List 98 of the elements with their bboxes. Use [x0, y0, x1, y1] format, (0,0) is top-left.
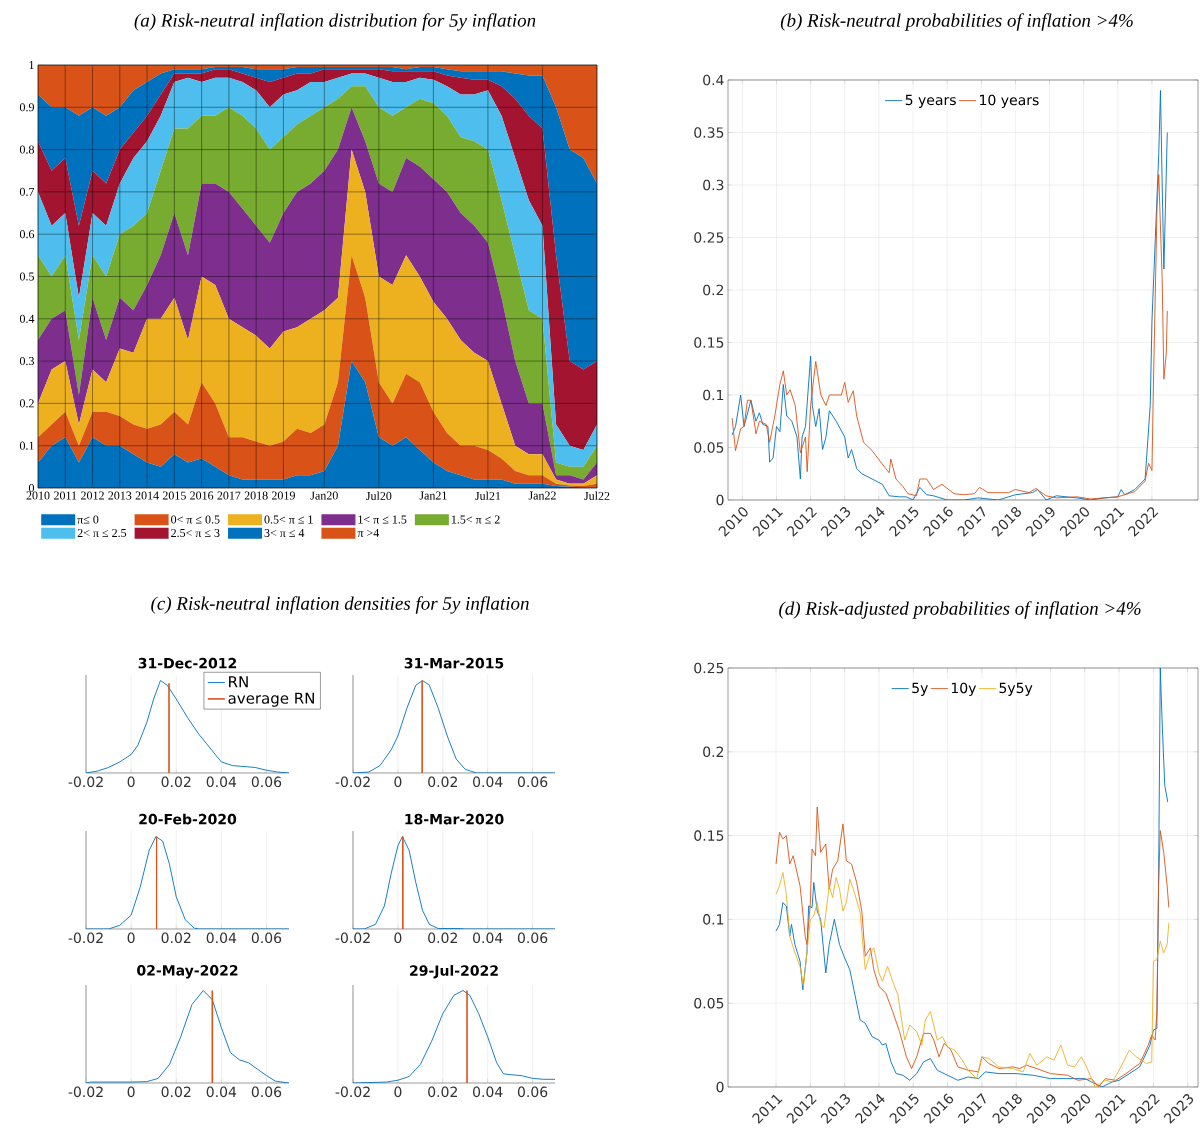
chart-title: 29-Jul-2022: [410, 965, 498, 979]
x-tick-label: Jan22: [528, 491, 556, 500]
legend-label: 5y: [912, 682, 928, 696]
x-tick-label: 0: [127, 932, 135, 944]
x-tick-label: 0: [127, 776, 135, 788]
y-tick-label: 0.2: [19, 399, 34, 408]
x-tick-label: 2011: [54, 491, 77, 500]
x-tick-label: 0.02: [428, 1086, 457, 1098]
y-tick-label: 0.3: [19, 357, 34, 366]
legend-label: 0.5< π ≤ 1: [264, 515, 313, 524]
legend-label: 5 years: [905, 94, 956, 108]
legend-label: 3< π ≤ 4: [264, 528, 305, 537]
x-tick-label: 0.04: [206, 1086, 237, 1098]
y-tick-label: 0.2: [703, 284, 724, 296]
chart-subtitle: 31-Dec-2012: [138, 657, 237, 669]
y-tick-label: 0.1: [19, 441, 34, 450]
x-tick-label: 0.02: [161, 776, 191, 788]
x-tick-label: -0.02: [335, 932, 370, 944]
x-tick-label: -0.02: [68, 776, 103, 788]
y-tick-label: 0.1: [703, 389, 724, 401]
y-tick-label: 0.05: [694, 997, 724, 1009]
y-tick-label: 0.2: [703, 746, 724, 758]
legend-label: average RN: [228, 692, 314, 707]
legend-label: 1< π ≤ 1.5: [358, 515, 407, 524]
x-tick-label: 0.06: [251, 776, 282, 788]
x-tick-label: 0.04: [473, 1086, 503, 1098]
x-tick-label: 2017: [217, 491, 241, 500]
x-tick-label: 0.04: [206, 932, 237, 944]
x-tick-label: Jan21: [419, 491, 447, 500]
chart-title: 20-Feb-2020: [139, 813, 237, 825]
x-tick-label: 0.04: [206, 776, 237, 788]
x-tick-label: Jul21: [475, 491, 501, 500]
x-tick-label: 2012: [81, 491, 104, 500]
line-series: [775, 872, 1170, 1087]
y-tick-label: 0.35: [694, 127, 724, 138]
x-tick-label: 0.06: [251, 932, 282, 944]
x-tick-label: 0.02: [161, 1086, 191, 1098]
chart-title: (d) Risk-adjusted probabilities of inflation >4%: [779, 601, 1141, 619]
legend-label: 5y5y: [999, 682, 1033, 696]
x-tick-label: 0: [394, 776, 402, 788]
chart-title: 18-Mar-2020: [405, 813, 504, 825]
legend-label: 2.5< π ≤ 3: [171, 528, 220, 538]
x-tick-label: 0.04: [473, 776, 503, 788]
legend-label: 0< π ≤ 0.5: [171, 515, 220, 524]
legend-label: 10 years: [980, 94, 1039, 108]
y-tick-label: 0.7: [19, 187, 35, 196]
x-tick-label: 2016: [190, 491, 214, 500]
y-tick-label: 0.5: [19, 272, 34, 281]
x-tick-label: 2018: [244, 491, 268, 500]
chart-title: 02-May-2022: [137, 965, 238, 979]
x-tick-label: 0.02: [428, 776, 457, 788]
x-tick-label: 0.06: [517, 1086, 548, 1098]
y-tick-label: 0.4: [19, 314, 35, 323]
legend-label: 10y: [951, 682, 977, 696]
x-tick-label: 0.02: [161, 932, 191, 944]
legend-label: 2< π ≤ 2.5: [77, 528, 127, 538]
chart-title: (a) Risk-neutral inflation distribution for 5y inflation: [134, 13, 536, 31]
y-tick-label: 0.25: [694, 232, 724, 243]
y-tick-label: 0.6: [19, 230, 35, 239]
y-tick-label: 0.4: [703, 74, 724, 86]
x-tick-label: 2014: [135, 491, 159, 500]
x-tick-label: 0.06: [251, 1086, 282, 1098]
y-tick-label: 0.8: [19, 145, 34, 154]
x-tick-label: 2019: [271, 491, 295, 500]
x-tick-label: 0: [394, 1086, 402, 1098]
chart-title: (b) Risk-neutral probabilities of inflation >4%: [780, 13, 1133, 31]
x-tick-label: -0.02: [68, 932, 103, 944]
x-tick-label: 2010: [26, 491, 50, 500]
legend-label: RN: [229, 676, 248, 688]
text: (c) Risk-neutral inflation densities for 5y inflation: [151, 596, 529, 614]
x-tick-label: 0: [394, 932, 402, 944]
x-tick-label: -0.02: [335, 1086, 370, 1098]
x-tick-label: 2013: [108, 491, 132, 500]
y-tick-label: 0.25: [694, 662, 724, 674]
legend-label: π≤ 0: [77, 515, 99, 524]
x-tick-label: -0.02: [68, 1086, 103, 1098]
x-tick-label: 0: [127, 1086, 135, 1098]
y-tick-label: 0.15: [694, 830, 724, 841]
y-tick-label: 0.9: [19, 103, 34, 112]
y-tick-label: 0.15: [694, 337, 724, 348]
y-tick-label: 0.05: [694, 442, 724, 453]
x-tick-label: 2015: [162, 491, 186, 500]
y-tick-label: 0.3: [703, 179, 724, 191]
line-series: [731, 90, 1168, 500]
legend-label: 1.5< π ≤ 2: [451, 515, 500, 524]
x-tick-label: 0.04: [473, 932, 503, 944]
legend-label: π >4: [357, 528, 380, 537]
y-tick-label: 0.1: [703, 914, 724, 925]
x-tick-label: Jan20: [310, 491, 338, 500]
y-tick-label: 1: [29, 61, 34, 69]
x-tick-label: -0.02: [335, 776, 370, 788]
line-series: [775, 806, 1170, 1087]
chart-title: 31-Mar-2015: [404, 657, 504, 669]
x-tick-label: 0.02: [428, 932, 457, 944]
x-tick-label: 0.06: [517, 932, 548, 944]
x-tick-label: 0.06: [517, 776, 548, 788]
x-tick-label: Jul22: [584, 491, 610, 500]
x-tick-label: Jul20: [366, 491, 392, 500]
